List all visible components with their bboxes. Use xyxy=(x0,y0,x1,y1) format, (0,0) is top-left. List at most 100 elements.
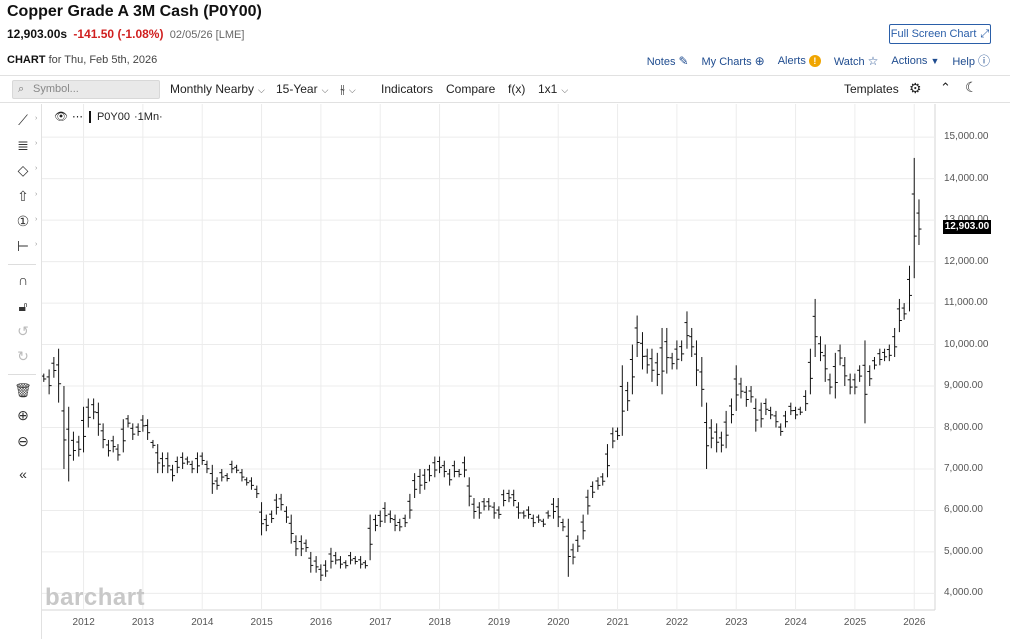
ohlc-bar xyxy=(189,460,195,474)
dark-mode-moon-icon[interactable]: ☾ xyxy=(965,79,978,95)
x-tick-label: 2013 xyxy=(131,617,155,628)
ohlc-bar xyxy=(140,415,146,432)
magnet-icon[interactable]: ∩ xyxy=(17,272,29,288)
redo-icon[interactable]: ↻ xyxy=(17,348,29,364)
ohlc-bar xyxy=(600,473,606,486)
settings-gear-icon[interactable]: ⚙ xyxy=(909,80,922,96)
ohlc-bar xyxy=(155,444,161,474)
visibility-eye-icon[interactable]: 👁︎ xyxy=(54,111,68,123)
shape-tool-icon[interactable]: ◇ xyxy=(17,162,29,178)
function-button[interactable]: f(x) xyxy=(508,82,526,96)
zoom-in-icon[interactable]: ⊕ xyxy=(17,407,29,423)
collapse-rail-icon[interactable]: « xyxy=(19,466,27,482)
ohlc-bar xyxy=(857,365,863,382)
layout-label: 1x1 xyxy=(538,82,558,96)
chevron-right-icon[interactable]: › xyxy=(35,165,38,172)
chevron-down-icon: ⌵ xyxy=(561,85,569,95)
collapse-up-icon[interactable]: ⌃ xyxy=(940,80,951,95)
unlock-icon[interactable]: 🔓︎ xyxy=(18,298,28,314)
alert-icon: ! xyxy=(808,54,821,67)
ohlc-bar xyxy=(254,485,260,499)
symbol-search-input[interactable]: ⌕ Symbol... xyxy=(12,80,160,99)
chart-label: CHART xyxy=(7,54,46,66)
ohlc-bar xyxy=(293,535,299,557)
help-link[interactable]: Help ⓘ xyxy=(952,52,990,69)
ohlc-bar xyxy=(619,365,625,436)
ohlc-bar xyxy=(323,560,329,577)
ohlc-bar xyxy=(748,386,754,403)
y-tick-label: 5,000.00 xyxy=(944,545,983,557)
ohlc-bar xyxy=(862,340,868,424)
period-dropdown[interactable]: Monthly Nearby ⌵ xyxy=(170,82,265,96)
templates-button[interactable]: Templates xyxy=(844,82,899,96)
y-tick-label: 15,000.00 xyxy=(944,131,989,143)
ohlc-bar xyxy=(214,477,220,490)
ohlc-bar xyxy=(916,199,922,246)
range-dropdown[interactable]: 15-Year ⌵ xyxy=(276,82,328,96)
fibonacci-tool-icon[interactable]: ≣ xyxy=(17,137,29,153)
alerts-link[interactable]: Alerts! xyxy=(778,54,821,67)
range-label: 15-Year xyxy=(276,82,318,96)
ohlc-bar xyxy=(273,493,279,515)
x-tick-label: 2024 xyxy=(784,617,807,628)
ohlc-bar xyxy=(105,439,111,457)
ohlc-bar xyxy=(832,352,838,399)
ohlc-bar xyxy=(768,406,774,420)
ohlc-bar xyxy=(159,452,165,474)
compare-button[interactable]: Compare xyxy=(446,82,496,96)
rail-divider xyxy=(8,264,36,265)
bar-type-dropdown[interactable]: ⫳ ⌵ xyxy=(340,82,356,97)
full-screen-chart-button[interactable]: Full Screen Chart ⤢ xyxy=(889,24,991,44)
ohlc-bar xyxy=(585,489,591,515)
ohlc-bar xyxy=(456,468,462,478)
ohlc-bar xyxy=(674,340,680,370)
ohlc-bar xyxy=(125,415,131,428)
chevron-right-icon[interactable]: › xyxy=(35,216,38,223)
trash-icon[interactable]: 🗑︎ xyxy=(14,382,32,398)
price-chart[interactable] xyxy=(42,104,990,639)
ohlc-bar xyxy=(610,427,616,449)
measure-tool-icon[interactable]: ⊢ xyxy=(16,238,30,254)
ohlc-bar xyxy=(234,464,240,474)
annotation-tool-icon[interactable]: ① xyxy=(16,213,30,229)
ohlc-bar xyxy=(797,406,803,416)
ohlc-bar xyxy=(303,539,309,552)
trendline-tool-icon[interactable]: ⟋ xyxy=(18,112,28,128)
ohlc-bar xyxy=(545,510,551,519)
more-options-icon[interactable]: ⋯ xyxy=(71,111,83,123)
chevron-right-icon[interactable]: › xyxy=(35,241,38,248)
y-tick-label: 13,000.00 xyxy=(944,214,989,225)
chart-for-date: for Thu, Feb 5th, 2026 xyxy=(48,54,158,66)
ohlc-bar xyxy=(782,410,788,428)
ohlc-bar xyxy=(392,514,398,532)
ohlc-bar xyxy=(239,468,245,482)
ohlc-bar xyxy=(150,439,156,449)
series-color-swatch xyxy=(88,110,91,123)
ohlc-bar xyxy=(773,410,779,428)
actions-menu[interactable]: Actions ▼ xyxy=(891,55,939,67)
watch-link[interactable]: Watch ☆ xyxy=(834,54,879,68)
chevron-right-icon[interactable]: › xyxy=(35,140,38,147)
ohlc-bar xyxy=(679,340,685,362)
layout-dropdown[interactable]: 1x1 ⌵ xyxy=(538,82,568,96)
notes-link[interactable]: Notes ✎ xyxy=(647,54,689,68)
indicators-button[interactable]: Indicators xyxy=(381,82,434,96)
y-tick-label: 14,000.00 xyxy=(944,172,989,184)
undo-icon[interactable]: ↺ xyxy=(17,323,29,339)
ohlc-bar xyxy=(892,327,898,357)
chevron-down-icon: ⌵ xyxy=(258,85,265,95)
my-charts-link[interactable]: My Charts ⊕ xyxy=(702,54,765,68)
ohlc-bar xyxy=(793,406,799,420)
full-screen-label: Full Screen Chart xyxy=(890,28,977,40)
chevron-right-icon[interactable]: › xyxy=(35,191,38,198)
legend-interval: ·1Mn· xyxy=(134,110,163,123)
ohlc-bar xyxy=(318,564,324,581)
legend-symbol: P0Y00 xyxy=(96,110,130,123)
ohlc-bar xyxy=(85,398,91,428)
zoom-out-icon[interactable]: ⊖ xyxy=(17,433,29,449)
arrow-tool-icon[interactable]: ⇧ xyxy=(17,188,29,204)
notes-label: Notes xyxy=(646,55,676,68)
star-icon: ☆ xyxy=(867,53,879,68)
chevron-right-icon[interactable]: › xyxy=(35,115,38,122)
ohlc-bar xyxy=(501,489,507,507)
